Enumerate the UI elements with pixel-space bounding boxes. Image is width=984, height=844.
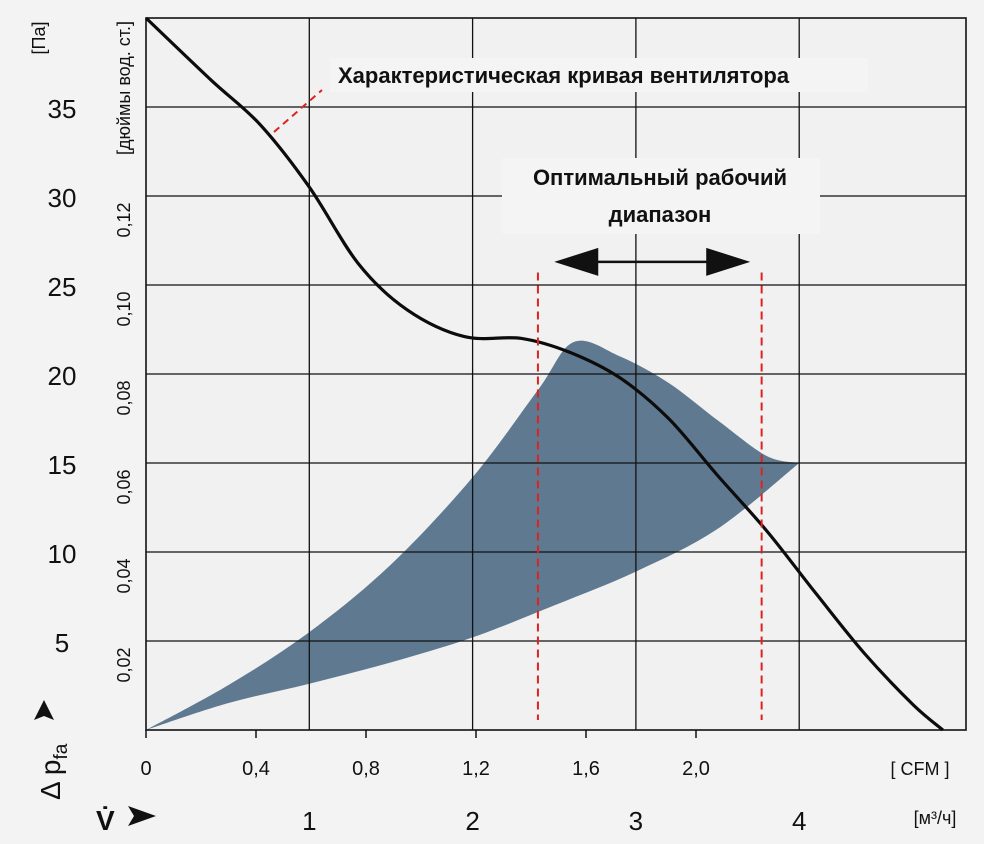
fan-curve-line	[144, 16, 944, 732]
left-y-tick-label: 5	[55, 628, 69, 658]
inner-y-tick-label: 0,12	[114, 202, 134, 237]
y-symbol-text: Δ pfa	[35, 743, 72, 800]
x-m3h-tick-label: 1	[302, 806, 316, 836]
x-axis-arrow-icon	[128, 806, 156, 826]
inner-y-tick-label: 0,10	[114, 291, 134, 326]
range-boundary-lines	[536, 272, 763, 720]
y-symbol-sub: fa	[51, 743, 72, 759]
inner-y-tick-label: 0,06	[114, 469, 134, 504]
left-y-tick-label: 30	[48, 183, 77, 213]
plot-frame	[145, 17, 967, 731]
x-m3h-tick-label: 4	[792, 806, 806, 836]
x-cfm-tick-label: 2,0	[682, 758, 710, 780]
left-y-tick-label: 10	[48, 539, 77, 569]
x-cfm-tick-label: 1,2	[462, 758, 490, 780]
range-label-line2: диапазон	[609, 202, 712, 227]
x-m3h-ticks: 1 2 3 4	[302, 806, 806, 836]
range-arrow-left-head	[554, 247, 599, 276]
y-axis-arrow-icon	[34, 700, 54, 720]
left-y-unit-label: [Па]	[29, 22, 49, 55]
inner-y-tick-label: 0,02	[114, 647, 134, 682]
curve-label-bg	[330, 58, 868, 92]
y-axis-symbol: Δ pfa	[34, 700, 72, 800]
left-y-tick-label: 15	[48, 450, 77, 480]
inner-y-unit-label: [дюймы вод. ст.]	[114, 21, 134, 155]
x-symbol-text: V̇	[96, 805, 115, 836]
x-m3h-tick-label: 3	[629, 806, 643, 836]
curve-label-leader	[273, 89, 323, 133]
range-label-bg	[502, 158, 820, 234]
range-label-line1: Оптимальный рабочий	[533, 165, 787, 190]
left-y-tick-label: 35	[48, 94, 77, 124]
inner-y-tick-label: 0,08	[114, 380, 134, 415]
range-arrow	[554, 247, 751, 276]
range-arrow-right-head	[706, 247, 751, 276]
inner-y-ticks: 0,02 0,04 0,06 0,08 0,10 0,12	[114, 202, 134, 682]
x-cfm-tick-label: 0,8	[352, 758, 380, 780]
annotation-labels: Характеристическая кривая вентилятора Оп…	[330, 58, 868, 234]
x-m3h-tick-label: 2	[465, 806, 479, 836]
inner-y-tick-label: 0,04	[114, 558, 134, 593]
x-m3h-unit-label: [м³/ч]	[914, 808, 957, 828]
left-y-ticks: 5 10 15 20 25 30 35	[48, 94, 77, 658]
x-cfm-ticks: 0 0,4 0,8 1,2 1,6 2,0	[140, 730, 710, 780]
y-symbol-main: Δ p	[35, 759, 66, 800]
x-cfm-tick-label: 0	[140, 758, 151, 780]
left-y-tick-label: 25	[48, 272, 77, 302]
x-axis-symbol: V̇	[96, 805, 156, 836]
x-cfm-tick-label: 1,6	[572, 758, 600, 780]
x-cfm-tick-label: 0,4	[242, 758, 270, 780]
curve-label: Характеристическая кривая вентилятора	[338, 63, 790, 88]
plot-area	[144, 16, 967, 732]
left-y-tick-label: 20	[48, 361, 77, 391]
x-cfm-unit-label: [ CFM ]	[891, 759, 950, 779]
